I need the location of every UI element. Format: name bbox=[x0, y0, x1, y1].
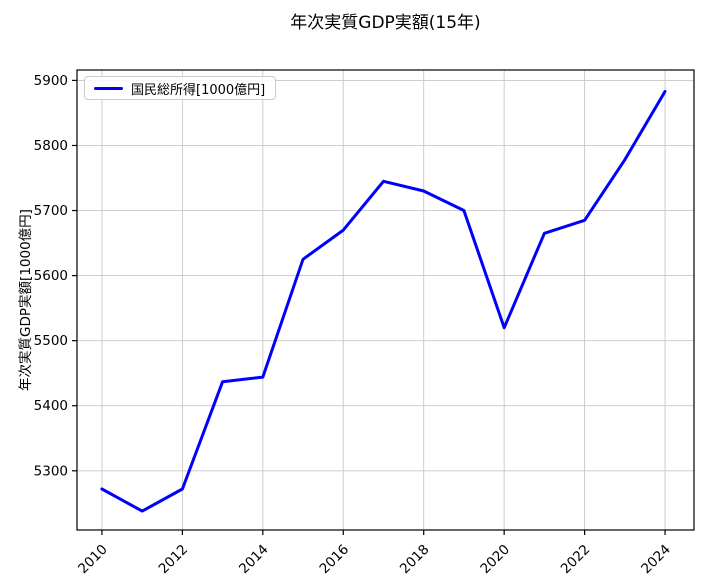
x-tick-label: 2022 bbox=[558, 542, 594, 578]
data-line-gni bbox=[100, 90, 667, 513]
x-tick-labels: 2010 2012 2014 2016 2018 2020 2022 2024 bbox=[75, 542, 674, 578]
y-axis-label: 年次実質GDP実額[1000億円] bbox=[18, 209, 34, 391]
x-tick-label: 2014 bbox=[236, 542, 272, 578]
y-tick-label: 5600 bbox=[34, 268, 68, 284]
x-tick-label: 2018 bbox=[397, 542, 433, 578]
y-tick-label: 5300 bbox=[34, 463, 68, 479]
y-tick-labels: 5300 5400 5500 5600 5700 5800 5900 bbox=[34, 73, 68, 479]
legend: 国民総所得[1000億円] bbox=[84, 76, 277, 100]
y-tick-label: 5400 bbox=[34, 398, 68, 414]
x-tick-label: 2010 bbox=[75, 542, 111, 578]
x-tick-label: 2012 bbox=[156, 542, 192, 578]
tick-marks bbox=[72, 79, 666, 535]
y-tick-label: 5900 bbox=[34, 73, 68, 89]
legend-label: 国民総所得[1000億円] bbox=[131, 82, 266, 98]
legend-line-sample bbox=[94, 86, 123, 90]
y-tick-label: 5500 bbox=[34, 333, 68, 349]
y-tick-label: 5800 bbox=[34, 138, 68, 154]
x-tick-label: 2024 bbox=[638, 542, 674, 578]
x-tick-label: 2020 bbox=[477, 542, 513, 578]
chart-title: 年次実質GDP実額(15年) bbox=[290, 13, 481, 33]
y-tick-label: 5700 bbox=[34, 203, 68, 219]
x-tick-label: 2016 bbox=[316, 542, 352, 578]
gridlines bbox=[77, 70, 694, 530]
plot-border bbox=[76, 69, 695, 531]
